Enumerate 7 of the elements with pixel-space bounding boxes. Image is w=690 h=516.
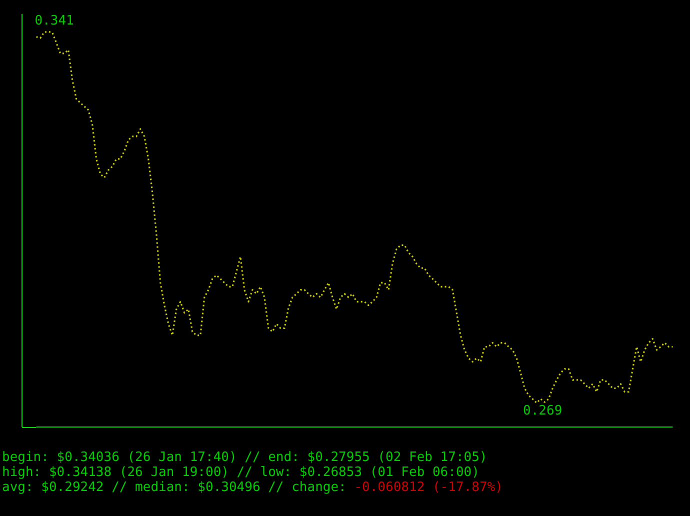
text: begin: $0.34036 (26 Jan 17:40) // end: $0.27955 (02 Feb 17:05) (2, 450, 488, 465)
text: -0.060812 (346, 480, 425, 495)
text: high: $0.34138 (26 Jan 19:00) // low: $0.26853 (01 Feb 06:00) (2, 465, 480, 480)
annotation: 0.269 (523, 404, 562, 419)
annotation: 0.341 (34, 14, 74, 28)
text: avg: $0.29242 // median: $0.30496 // change: (2, 480, 346, 495)
text: (-17.87%) (424, 480, 503, 495)
